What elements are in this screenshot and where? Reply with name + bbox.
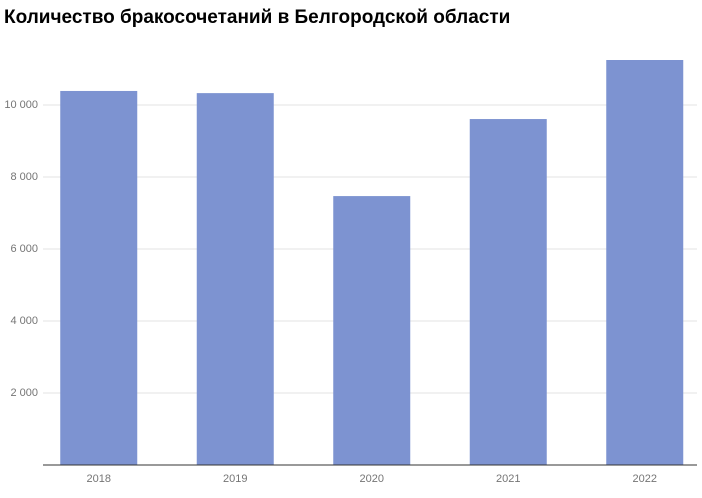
y-tick-label: 2 000: [10, 387, 38, 399]
bar: [333, 196, 411, 465]
x-tick-label: 2022: [633, 473, 657, 485]
y-tick-label: 8 000: [10, 171, 38, 183]
y-tick-label: 10 000: [4, 99, 38, 111]
bar: [60, 90, 138, 466]
x-tick-label: 2021: [496, 473, 520, 485]
bar: [469, 119, 547, 465]
chart-title: Количество бракосочетаний в Белгородской…: [4, 7, 510, 28]
bar: [196, 93, 274, 466]
y-tick-label: 6 000: [10, 243, 38, 255]
x-tick-label: 2019: [223, 473, 247, 485]
x-tick-label: 2018: [87, 473, 111, 485]
y-tick-label: 4 000: [10, 315, 38, 327]
x-tick-label: 2020: [360, 473, 384, 485]
bar: [606, 60, 684, 465]
